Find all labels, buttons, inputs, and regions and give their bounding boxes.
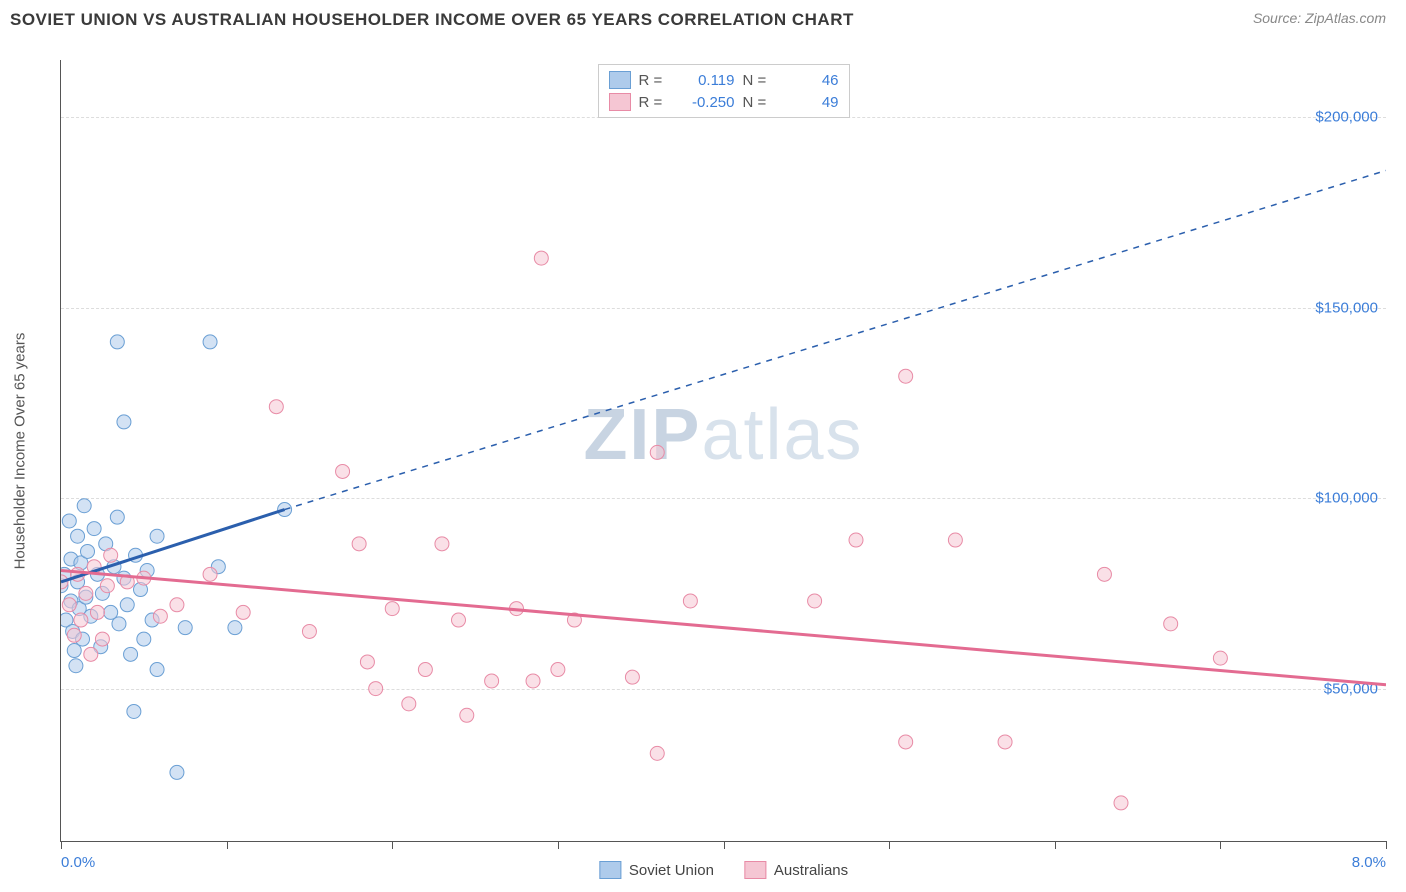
y-axis-label: Householder Income Over 65 years	[12, 333, 29, 570]
x-tick-end: 8.0%	[1352, 854, 1386, 871]
series-legend: Soviet Union Australians	[599, 861, 848, 879]
legend-item-soviet: Soviet Union	[599, 861, 714, 879]
correlation-chart: Householder Income Over 65 years ZIPatla…	[50, 60, 1386, 842]
page-title: SOVIET UNION VS AUSTRALIAN HOUSEHOLDER I…	[10, 10, 854, 30]
legend-row-soviet: R = 0.119 N = 46	[609, 69, 839, 91]
plot-svg	[61, 60, 1386, 841]
source-attribution: Source: ZipAtlas.com	[1253, 10, 1386, 26]
plot-area: ZIPatlas R = 0.119 N = 46 R = -0.250 N =…	[60, 60, 1386, 842]
swatch-soviet-icon	[599, 861, 621, 879]
x-tick-start: 0.0%	[61, 854, 95, 871]
swatch-australian-icon	[744, 861, 766, 879]
legend-row-australian: R = -0.250 N = 49	[609, 91, 839, 113]
legend-item-australian: Australians	[744, 861, 848, 879]
correlation-legend: R = 0.119 N = 46 R = -0.250 N = 49	[598, 64, 850, 118]
swatch-soviet	[609, 71, 631, 89]
swatch-australian	[609, 93, 631, 111]
